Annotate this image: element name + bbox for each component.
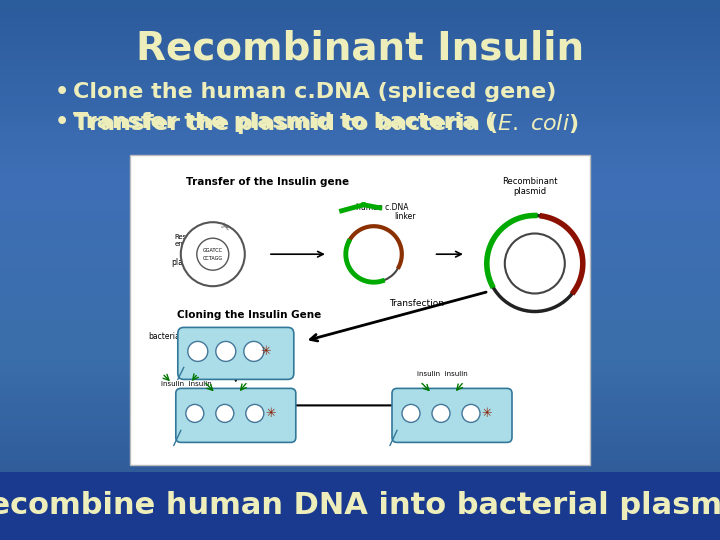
Text: CCTAGG: CCTAGG — [203, 256, 223, 261]
Circle shape — [181, 222, 245, 286]
Bar — [130, 155, 590, 465]
Text: ✳: ✳ — [266, 407, 276, 420]
Text: linker: linker — [394, 212, 415, 221]
FancyBboxPatch shape — [392, 388, 512, 442]
Text: human c.DNA: human c.DNA — [356, 203, 408, 212]
Circle shape — [186, 404, 204, 422]
Circle shape — [244, 341, 264, 361]
Text: Recombinant
plasmid: Recombinant plasmid — [503, 177, 558, 196]
FancyBboxPatch shape — [176, 388, 296, 442]
Text: Transfer the plasmid to bacteria ($\it{E.\ coli}$): Transfer the plasmid to bacteria ($\it{E… — [73, 112, 579, 136]
Text: insulin  insulin: insulin insulin — [199, 372, 249, 377]
Circle shape — [197, 238, 229, 270]
FancyBboxPatch shape — [178, 327, 294, 380]
Circle shape — [246, 404, 264, 422]
Text: Transfection: Transfection — [390, 299, 444, 308]
Text: •: • — [55, 82, 69, 102]
Text: ✂: ✂ — [218, 221, 231, 235]
Text: Clone the human c.DNA (spliced gene): Clone the human c.DNA (spliced gene) — [73, 82, 557, 102]
Text: GGATCC: GGATCC — [203, 248, 222, 253]
Circle shape — [188, 341, 208, 361]
Text: Recombinant Insulin: Recombinant Insulin — [136, 30, 584, 68]
Circle shape — [346, 226, 402, 282]
Circle shape — [402, 404, 420, 422]
Circle shape — [462, 404, 480, 422]
Text: insulin  insulin: insulin insulin — [417, 372, 467, 377]
Text: bacteria: bacteria — [148, 332, 180, 341]
Text: Cloning the Insulin Gene: Cloning the Insulin Gene — [177, 310, 322, 320]
Text: Recombine human DNA into bacterial plasmid: Recombine human DNA into bacterial plasm… — [0, 491, 720, 521]
Circle shape — [432, 404, 450, 422]
Text: insulin  insulin: insulin insulin — [161, 381, 212, 387]
Text: Restriction
enzyme: Restriction enzyme — [175, 234, 212, 247]
Text: chromosome: chromosome — [230, 332, 279, 341]
Circle shape — [216, 404, 234, 422]
Circle shape — [216, 341, 236, 361]
Text: Transfer the plasmid to bacteria ($\it{E.\ coli}$): Transfer the plasmid to bacteria ($\it{E… — [73, 112, 579, 136]
Circle shape — [487, 215, 582, 312]
Text: Transfer the plasmid to bacteria (: Transfer the plasmid to bacteria ( — [73, 112, 495, 132]
Text: Transfer of the Insulin gene: Transfer of the Insulin gene — [186, 177, 350, 187]
Bar — [0, 472, 720, 540]
Circle shape — [505, 233, 564, 294]
Text: •: • — [55, 112, 69, 132]
Text: ✳: ✳ — [482, 407, 492, 420]
Text: ✳: ✳ — [261, 345, 271, 358]
Text: plasmid: plasmid — [171, 258, 201, 267]
